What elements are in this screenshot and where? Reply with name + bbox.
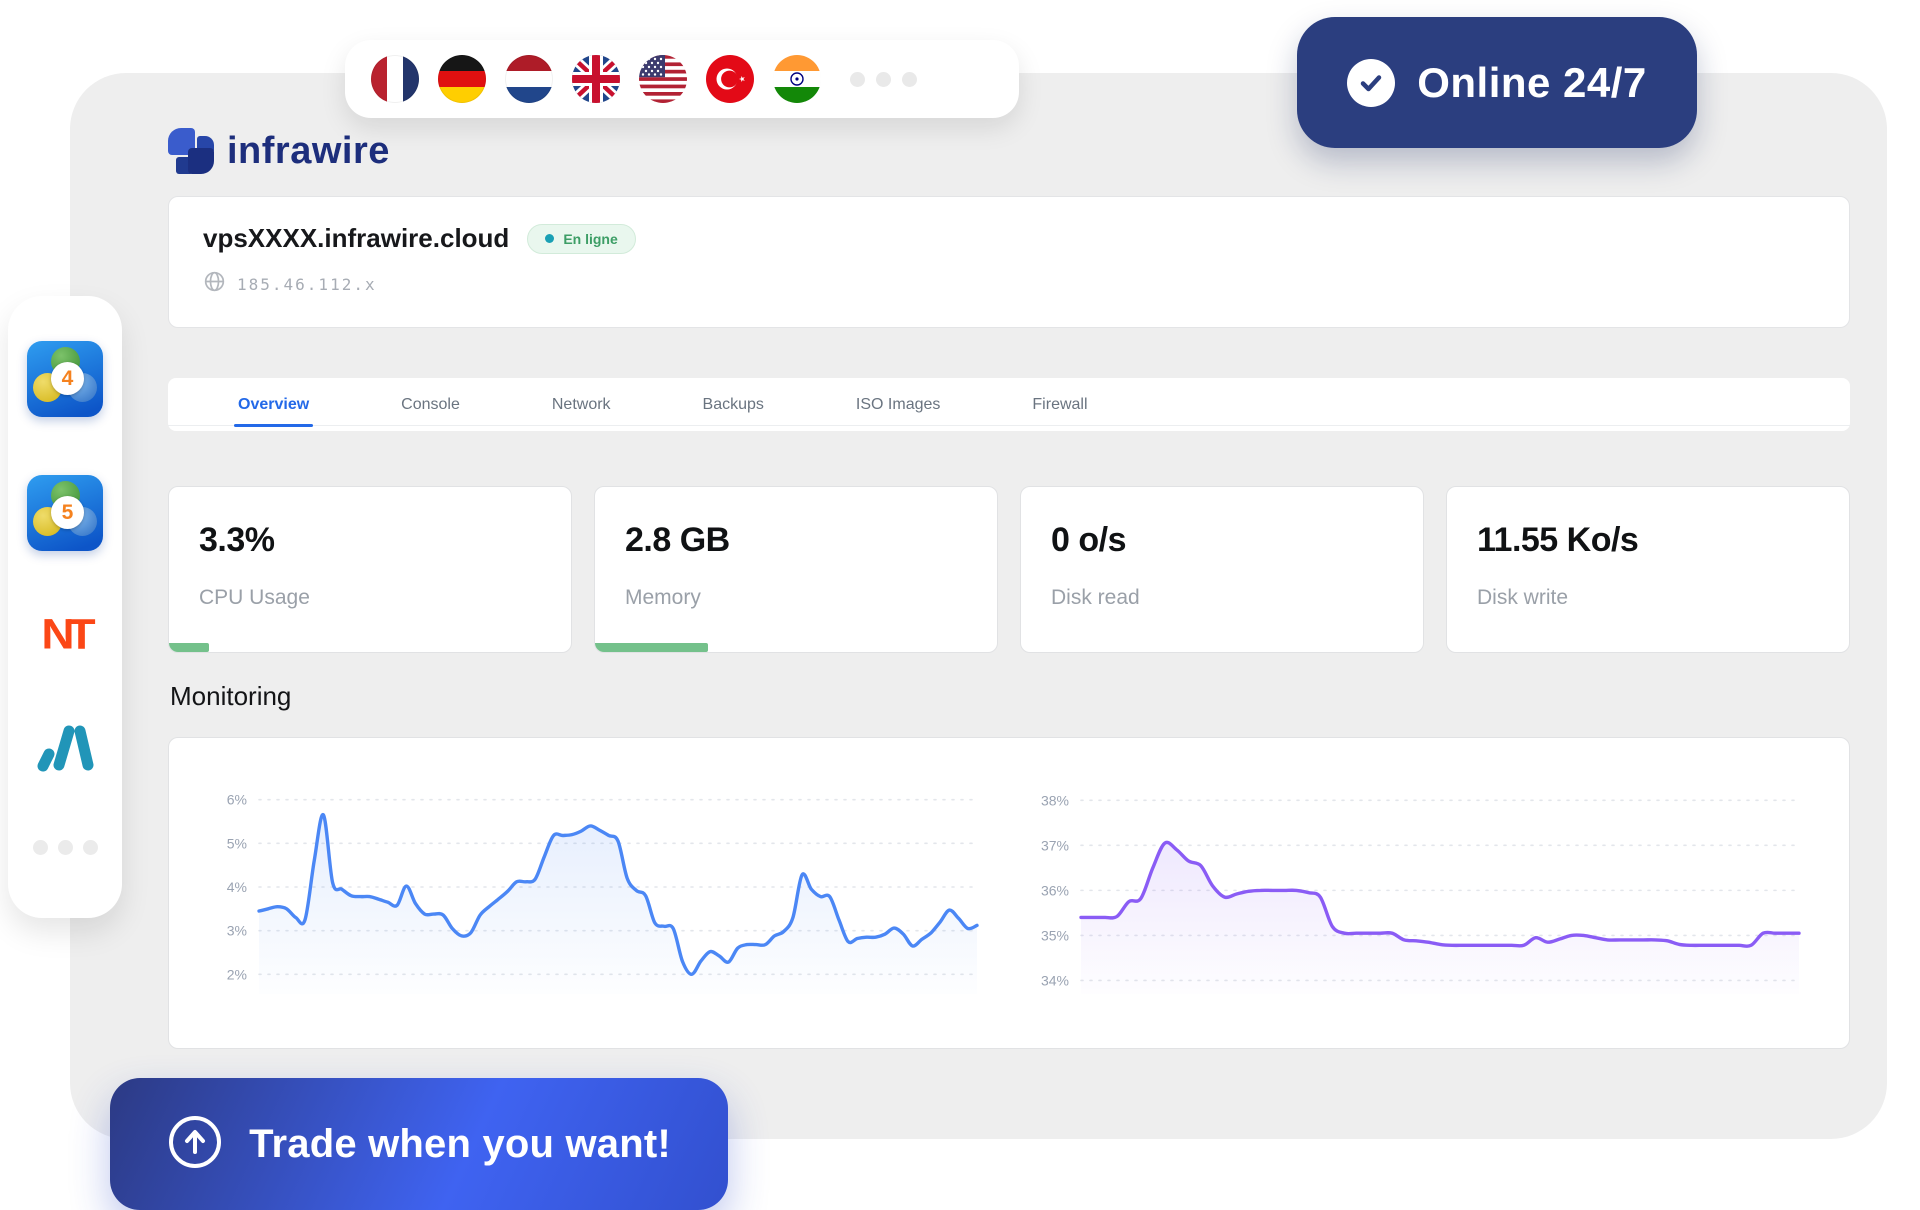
ellipsis-icon [902,71,917,87]
online-badge-label: Online 24/7 [1417,58,1647,106]
check-icon [1347,58,1396,107]
more-apps-button[interactable] [32,840,98,855]
stat-label: CPU Usage [199,586,310,609]
flag-united-states-icon[interactable] [639,55,687,103]
tab-iso-images[interactable]: ISO Images [855,395,941,413]
svg-text:35%: 35% [1041,927,1069,943]
server-ip: 185.46.112.x [237,274,377,294]
trading-apps-sidebar: 4 5 NT [8,296,122,918]
status-label: En ligne [563,230,618,247]
tab-overview[interactable]: Overview [233,378,314,431]
trade-cta-label: Trade when you want! [249,1121,671,1166]
svg-text:4%: 4% [227,879,247,895]
tab-console[interactable]: Console [401,395,460,413]
svg-text:34%: 34% [1041,972,1069,988]
online-24-7-badge: Online 24/7 [1297,17,1697,148]
tab-network[interactable]: Network [551,395,611,413]
monitoring-panel: 6% 5% 4% 3% 2% 38% 37% 36% 35% 34% [168,737,1850,1049]
svg-text:38%: 38% [1041,792,1069,808]
svg-text:6%: 6% [227,792,247,808]
ellipsis-icon [57,840,73,855]
tab-bar: Overview Console Network Backups ISO Images F… [168,378,1850,431]
svg-text:37%: 37% [1041,837,1069,853]
flag-india-icon[interactable] [773,55,821,103]
stat-progress-bar [169,643,210,652]
status-badge: En ligne [527,223,636,254]
match-trader-icon[interactable] [33,721,97,778]
server-info-card: vpsXXXX.infrawire.cloud En ligne 185.46.… [168,196,1850,328]
language-flag-bar [345,40,1019,118]
stat-label: Memory [625,586,701,609]
ellipsis-icon [876,71,891,87]
stat-card-disk-read: 0 o/s Disk read [1020,486,1424,653]
stat-card-memory: 2.8 GB Memory [594,486,998,653]
brand-logo: infrawire [168,128,390,174]
stat-label: Disk read [1051,586,1140,609]
stat-value: 11.55 Ko/s [1477,521,1639,559]
stat-value: 2.8 GB [625,521,730,559]
flag-turkey-icon[interactable] [706,55,754,103]
svg-text:36%: 36% [1041,882,1069,898]
tabbar-divider [168,425,1850,426]
cpu-usage-chart: 6% 5% 4% 3% 2% [205,764,985,1032]
tab-backups[interactable]: Backups [702,395,764,413]
ninjatrader-icon[interactable]: NT [41,610,95,658]
metatrader-5-icon[interactable]: 5 [27,475,103,551]
mt5-number: 5 [51,496,84,529]
flag-united-kingdom-icon[interactable] [572,55,620,103]
ellipsis-icon [82,840,98,855]
metatrader-4-icon[interactable]: 4 [27,341,103,417]
tab-firewall[interactable]: Firewall [1032,395,1088,413]
stat-label: Disk write [1477,586,1569,609]
stat-value: 3.3% [199,521,275,559]
stat-card-cpu-usage: 3.3% CPU Usage [168,486,572,653]
svg-text:3%: 3% [227,923,247,939]
stats-row: 3.3% CPU Usage 2.8 GB Memory 0 o/s Disk read 1… [168,486,1850,653]
flag-netherlands-icon[interactable] [505,55,553,103]
mt4-number: 4 [51,362,84,395]
arrow-up-circle-icon [167,1114,223,1175]
svg-text:2%: 2% [227,966,247,982]
more-languages-button[interactable] [850,71,917,87]
brand-name: infrawire [227,129,390,172]
infrawire-logo-icon [168,128,214,174]
stat-value: 0 o/s [1051,521,1126,559]
flag-france-icon[interactable] [371,55,419,103]
trade-cta-button[interactable]: Trade when you want! [110,1078,728,1210]
ellipsis-icon [850,71,865,87]
ellipsis-icon [32,840,48,855]
memory-usage-chart: 38% 37% 36% 35% 34% [1027,764,1807,1032]
monitoring-heading: Monitoring [170,681,292,711]
server-hostname: vpsXXXX.infrawire.cloud [203,223,510,253]
stat-card-disk-write: 11.55 Ko/s Disk write [1446,486,1850,653]
stat-progress-bar [595,643,708,652]
svg-text:5%: 5% [227,835,247,851]
globe-icon [203,270,226,298]
status-dot-icon [545,234,555,243]
flag-germany-icon[interactable] [438,55,486,103]
